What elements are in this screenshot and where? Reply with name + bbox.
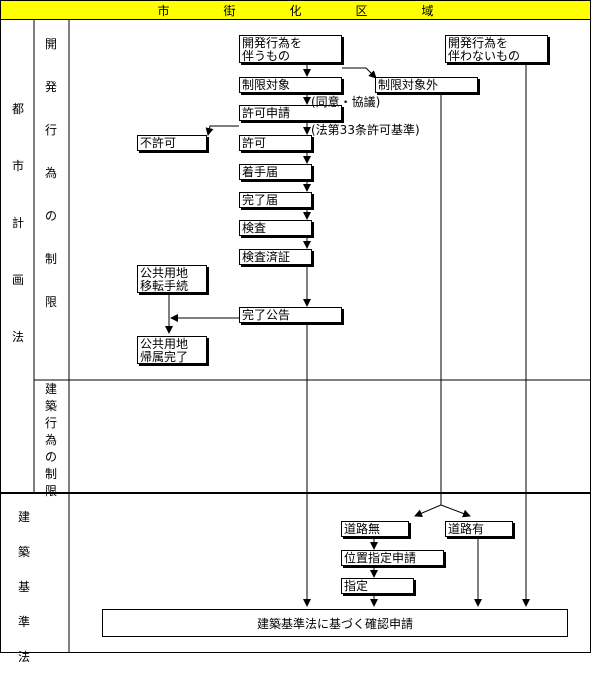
vertical-char: 開 [44,37,57,51]
vertical-char: 為 [44,166,57,180]
flow-lines [0,0,591,653]
arrow-branch [342,67,377,79]
vertical-char: 建 [44,382,57,396]
vertical-char: 準 [17,615,30,629]
label-kenchiku-kijun: 建築基準法 [16,508,32,683]
vertical-char: 限 [44,484,57,498]
box-denied: 不許可 [137,135,207,151]
arrow-no-road [414,504,442,517]
vertical-char: 計 [11,216,24,230]
vertical-char: 画 [11,273,24,287]
vertical-char: 行 [44,123,57,137]
box-with-dev: 開発行為を 伴うもの [239,35,342,63]
box-start-notice: 着手届 [239,164,312,180]
vertical-char: の [44,450,57,464]
label-kaihatsu-seigen: 開発行為の制限 [43,35,59,336]
vertical-char: 都 [11,102,24,116]
vertical-char: 制 [44,467,57,481]
box-permit-app: 許可申請 [239,105,342,121]
vertical-char: 法 [11,330,24,344]
label-toshi-keikaku: 都市計画法 [10,100,26,385]
header-char: 区 [355,3,368,18]
header-char: 化 [289,3,302,18]
vertical-char: 行 [44,416,57,430]
vertical-char: 築 [44,399,57,413]
vertical-char: 市 [11,159,24,173]
header-char: 街 [223,3,236,18]
box-complete-announce: 完了公告 [239,307,342,323]
box-complete-notice: 完了届 [239,192,312,208]
box-has-road: 道路有 [445,521,513,537]
box-no-road: 道路無 [341,521,409,537]
box-designated: 指定 [341,578,414,594]
outer-frame [0,0,591,653]
vertical-char: 基 [17,580,30,594]
note-consent: (同意・協議) [311,95,381,109]
box-without-dev: 開発行為を 伴わないもの [445,35,548,63]
box-not-restricted: 制限対象外 [375,77,478,93]
arrow-has-road [440,504,471,518]
vertical-char: 築 [17,545,30,559]
arrow-denied [205,125,239,136]
vertical-char: 為 [44,433,57,447]
box-inspection: 検査 [239,220,312,236]
box-permitted: 許可 [239,135,312,151]
header-bar: 市街化区域 [1,1,590,20]
vertical-char: 法 [17,650,30,664]
vertical-char: 建 [17,510,30,524]
header-char: 域 [421,3,434,18]
vertical-char: 限 [44,295,57,309]
vertical-char: 制 [44,252,57,266]
box-inspection-cert: 検査済証 [239,249,312,265]
box-final-application: 建築基準法に基づく確認申請 [102,609,568,637]
vertical-char: 発 [44,80,57,94]
box-public-transfer: 公共用地 移転手続 [137,265,207,293]
header-char: 市 [157,3,170,18]
flowchart: 市街化区域 都市計画法 開発行為の制限 建築行為の制限 建築基準法 開発行為を … [0,0,591,664]
note-art33: (法第33条許可基準) [311,123,420,137]
label-kenchiku-koui: 建築行為の制限 [43,380,59,499]
vertical-char: の [44,209,57,223]
box-position-app: 位置指定申請 [341,550,444,566]
box-restricted: 制限対象 [239,77,342,93]
box-public-attrib: 公共用地 帰属完了 [137,336,207,364]
